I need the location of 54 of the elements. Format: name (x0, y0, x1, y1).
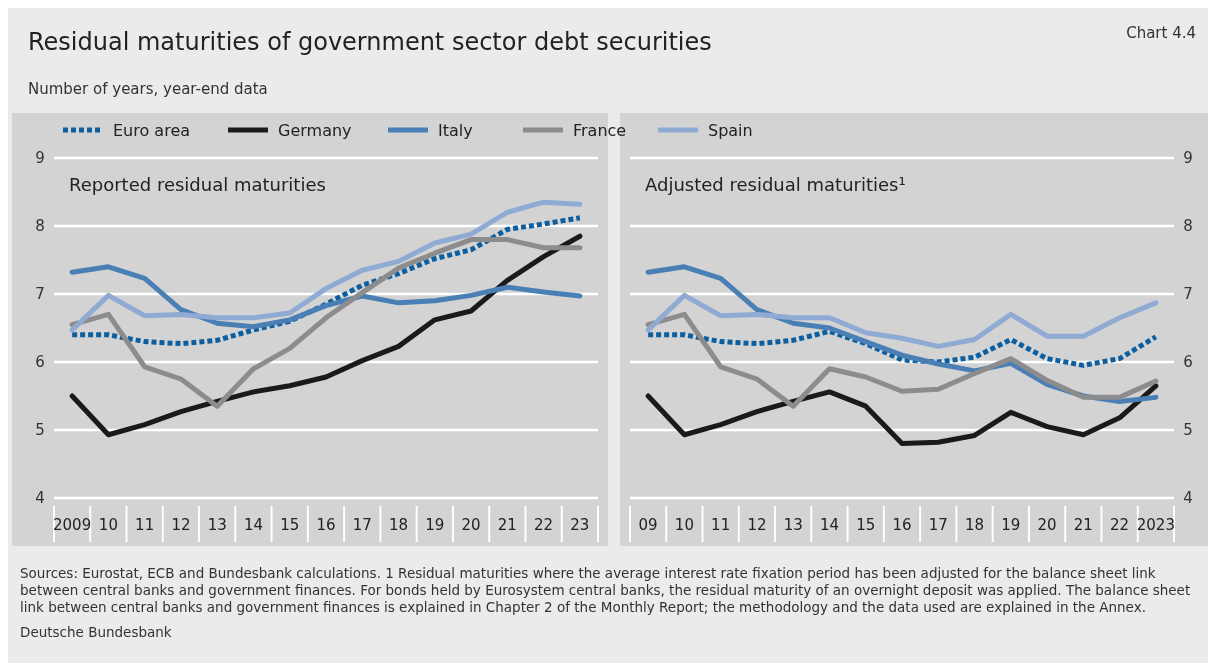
x-tick-label: 16 (892, 516, 912, 534)
x-tick-label: 22 (534, 516, 554, 534)
x-tick-label: 13 (207, 516, 227, 534)
y-tick-label: 8 (1183, 217, 1193, 236)
x-tick-label: 10 (674, 516, 694, 534)
x-tick-label: 17 (928, 516, 948, 534)
x-tick-label: 12 (171, 516, 191, 534)
x-tick-label: 17 (352, 516, 372, 534)
text: Deutsche Bundesbank (20, 624, 172, 640)
x-tick-label: 19 (425, 516, 445, 534)
y-tick-label: 4 (1183, 489, 1193, 508)
x-tick-label: 11 (711, 516, 731, 534)
x-tick-label: 2023 (1136, 516, 1175, 534)
x-tick-label: 14 (819, 516, 840, 534)
legend-label: Spain (708, 120, 753, 140)
y-tick-label: 4 (35, 489, 45, 508)
annotation: Reported residual maturities (69, 174, 326, 195)
legend-label: France (573, 120, 627, 140)
y-tick-label: 6 (1183, 353, 1193, 372)
x-tick-label: 18 (388, 516, 409, 534)
source-note: Sources: Eurostat, ECB and Bundesbank calculations. 1 Residual maturities where the average interest rate fixation period has been adjusted for the balance sheet link between central banks and government finances. For bonds held by Eurosystem central banks, the residual maturity of an overnight deposit was applied. The balance sheet link between central banks and government finances is explained in Chapter 2 of the Monthly Report; the methodology and the data used are explained in the Annex. (20, 565, 1191, 615)
legend-label: Italy (438, 120, 473, 140)
x-tick-label: 14 (243, 516, 264, 534)
caption: Chart 4.4 (1126, 24, 1196, 42)
x-tick-label: 10 (98, 516, 118, 534)
x-tick-label: 13 (783, 516, 803, 534)
y-tick-label: 8 (35, 217, 45, 236)
y-tick-label: 7 (1183, 285, 1193, 304)
y-tick-label: 5 (35, 421, 45, 440)
x-tick-label: 20 (461, 516, 481, 534)
y-tick-label: 6 (35, 353, 45, 372)
legend-label: Germany (278, 120, 352, 140)
x-tick-label: 2009 (53, 516, 92, 534)
x-tick-label: 15 (856, 516, 876, 534)
x-tick-label: 09 (638, 516, 658, 534)
x-tick-label: 16 (316, 516, 336, 534)
x-tick-label: 18 (964, 516, 985, 534)
x-tick-label: 19 (1001, 516, 1021, 534)
y-tick-label: 7 (35, 285, 45, 304)
y-tick-label: 9 (1183, 149, 1193, 168)
x-tick-label: 21 (1073, 516, 1093, 534)
x-tick-label: 21 (497, 516, 517, 534)
x-tick-label: 22 (1110, 516, 1130, 534)
chart-subtitle: Number of years, year-end data (28, 80, 268, 98)
x-tick-label: 12 (747, 516, 767, 534)
chart-title: Residual maturities of government sector debt securities (28, 28, 712, 56)
x-tick-label: 20 (1037, 516, 1057, 534)
legend-label: Euro area (113, 120, 191, 140)
y-tick-label: 9 (35, 149, 45, 168)
y-tick-label: 5 (1183, 421, 1193, 440)
x-tick-label: 23 (570, 516, 590, 534)
x-tick-label: 11 (135, 516, 155, 534)
annotation: Adjusted residual maturities¹ (645, 174, 906, 195)
x-tick-label: 15 (280, 516, 300, 534)
